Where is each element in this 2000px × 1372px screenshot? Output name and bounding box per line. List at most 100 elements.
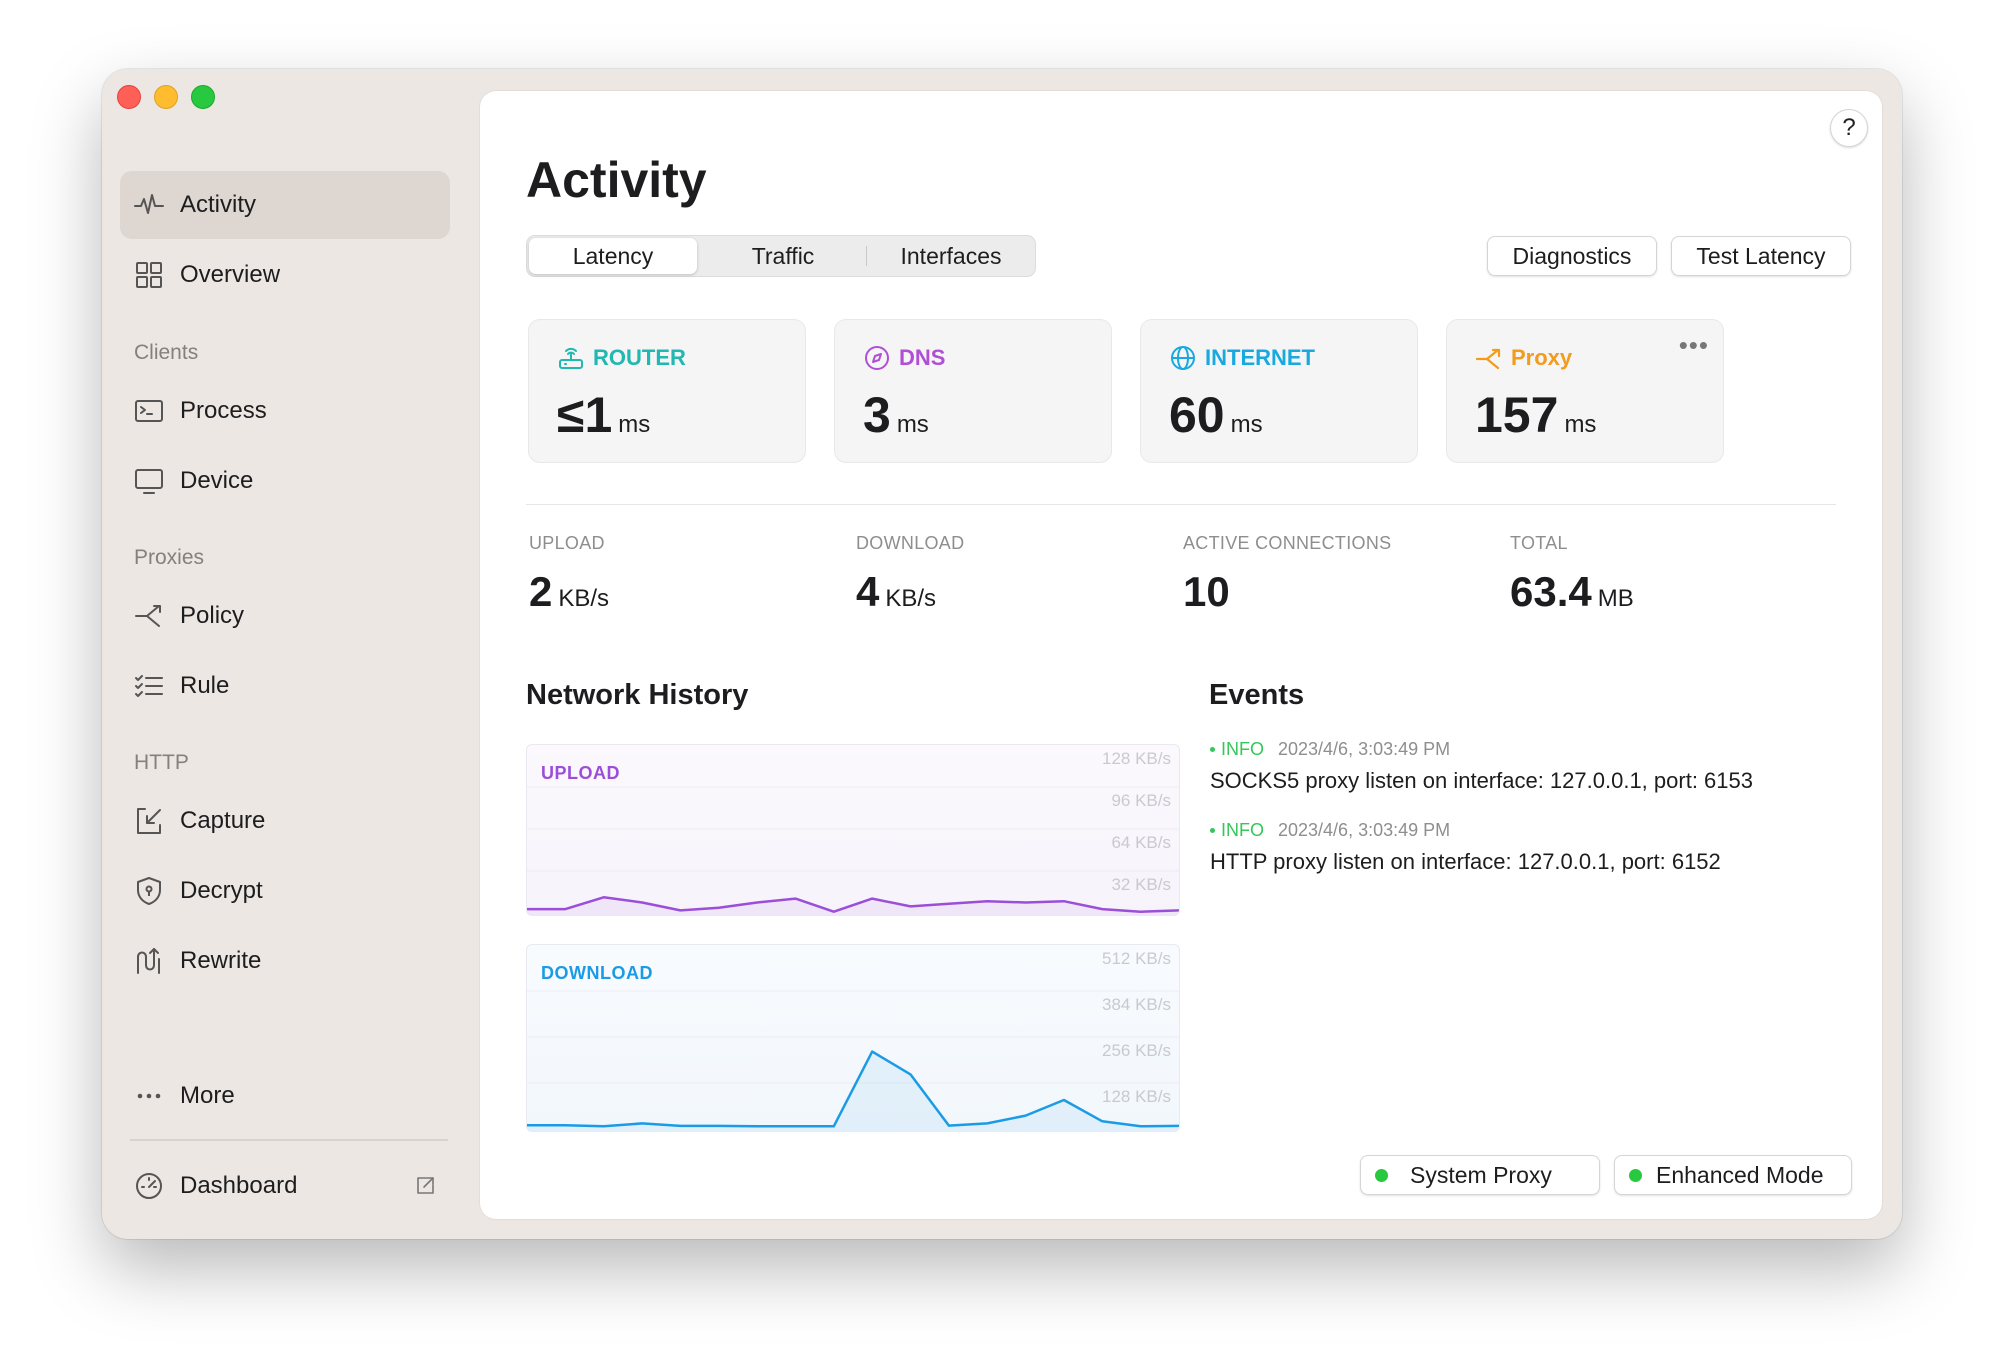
stat-value: 63.4 MB (1510, 568, 1634, 616)
download-chart-plot (527, 990, 1179, 1131)
sidebar-item-label: Dashboard (180, 1172, 298, 1199)
stat-label: ACTIVE CONNECTIONS (1183, 533, 1392, 553)
event-time: 2023/4/6, 3:03:49 PM (1278, 820, 1451, 840)
sidebar-divider (130, 1139, 448, 1141)
latency-label: Proxy (1511, 345, 1573, 370)
stat-active-connections: ACTIVE CONNECTIONS 10 (1183, 533, 1391, 616)
y-tick-label: 96 KB/s (1111, 791, 1171, 810)
capture-icon (132, 804, 166, 838)
stat-number: 63.4 (1510, 568, 1592, 615)
toggle-label: Enhanced Mode (1656, 1161, 1824, 1188)
sidebar-item-label: Overview (180, 261, 281, 288)
section-label-clients: Clients (134, 341, 199, 364)
section-label-proxies: Proxies (134, 546, 205, 569)
event-level: INFO (1221, 739, 1264, 759)
latency-card-dns[interactable]: DNS 3 ms (834, 319, 1112, 463)
upload-chart-plot (527, 786, 1179, 915)
sidebar-item-label: Device (180, 467, 254, 494)
latency-card-internet[interactable]: INTERNET 60 ms (1140, 319, 1418, 463)
minimize-window-button[interactable] (154, 85, 178, 109)
stat-value: 2 KB/s (529, 568, 609, 616)
sidebar-item-device[interactable]: Device (120, 447, 450, 515)
activity-icon (132, 188, 166, 222)
status-dot (1629, 1168, 1642, 1182)
latency-unit: ms (1230, 411, 1263, 438)
help-button[interactable]: ? (1830, 109, 1868, 147)
grid-icon (132, 258, 166, 292)
gauge-icon (132, 1169, 166, 1203)
sidebar-item-activity[interactable]: Activity (120, 171, 450, 239)
latency-label: ROUTER (593, 345, 686, 370)
external-link-icon[interactable] (414, 1175, 436, 1197)
page-title: Activity (526, 152, 707, 208)
tab-separator (866, 246, 867, 266)
latency-value: ≤1 ms (557, 386, 650, 444)
stat-total: TOTAL 63.4 MB (1510, 533, 1634, 616)
sidebar-item-rule[interactable]: Rule (120, 652, 450, 720)
close-window-button[interactable] (117, 85, 141, 109)
latency-card-header: INTERNET (1169, 344, 1315, 372)
status-dot (1210, 828, 1215, 833)
latency-number: 3 (863, 387, 891, 443)
event-item: INFO 2023/4/6, 3:03:49 PM SOCKS5 proxy l… (1210, 739, 1753, 794)
tab-interfaces[interactable]: Interfaces (900, 242, 1002, 269)
test-latency-button[interactable]: Test Latency (1671, 236, 1851, 276)
main-panel: ? Activity Latency Traffic Interfaces Di… (480, 91, 1882, 1219)
latency-card-header: DNS (863, 344, 945, 372)
stat-unit: MB (1597, 585, 1634, 612)
shield-icon (132, 874, 166, 908)
sidebar-item-capture[interactable]: Capture (120, 787, 450, 855)
status-dot (1375, 1168, 1388, 1182)
sidebar-item-label: Decrypt (180, 877, 263, 904)
app-window: Activity Overview Clients Process Device… (102, 69, 1902, 1239)
sidebar-item-rewrite[interactable]: Rewrite (120, 927, 450, 995)
more-options-icon[interactable]: ••• (1678, 330, 1709, 360)
status-dot (1210, 747, 1215, 752)
series-line (527, 896, 1179, 913)
latency-number: 157 (1475, 387, 1559, 443)
branch-arrow-icon (1475, 348, 1501, 370)
stat-value: 10 (1183, 568, 1391, 616)
sidebar-item-dashboard[interactable]: Dashboard (120, 1152, 450, 1220)
tab-traffic[interactable]: Traffic (699, 236, 867, 276)
chart-label: DOWNLOAD (541, 963, 653, 983)
tab-bar: Latency Traffic Interfaces (526, 235, 1036, 277)
sidebar-item-policy[interactable]: Policy (120, 582, 450, 650)
latency-card-header: Proxy (1475, 344, 1572, 372)
branch-arrow-icon (132, 599, 166, 633)
stat-number: 2 (529, 568, 553, 615)
sidebar-item-label: Capture (180, 807, 266, 834)
latency-value: 3 ms (863, 386, 929, 444)
ellipsis-icon (132, 1079, 166, 1113)
rewrite-arrows-icon (132, 944, 166, 978)
compass-icon (865, 346, 889, 370)
sidebar-item-more[interactable]: More (120, 1062, 450, 1130)
stat-download: DOWNLOAD 4 KB/s (856, 533, 964, 616)
stat-number: 4 (856, 568, 880, 615)
y-tick-label: 128 KB/s (1102, 749, 1171, 768)
sidebar-item-process[interactable]: Process (120, 377, 450, 445)
event-message: SOCKS5 proxy listen on interface: 127.0.… (1210, 768, 1753, 793)
monitor-icon (132, 464, 166, 498)
latency-value: 60 ms (1169, 386, 1263, 444)
enhanced-mode-toggle[interactable]: Enhanced Mode (1614, 1155, 1852, 1195)
chart-label: UPLOAD (541, 763, 620, 783)
sidebar: Activity Overview Clients Process Device… (102, 69, 472, 1239)
zoom-window-button[interactable] (191, 85, 215, 109)
latency-value: 157 ms (1475, 386, 1596, 444)
latency-card-router[interactable]: ROUTER ≤1 ms (528, 319, 806, 463)
terminal-icon (132, 394, 166, 428)
section-divider (526, 504, 1836, 505)
stat-unit: KB/s (558, 585, 610, 612)
system-proxy-toggle[interactable]: System Proxy (1360, 1155, 1600, 1195)
stat-label: DOWNLOAD (856, 533, 965, 553)
sidebar-item-decrypt[interactable]: Decrypt (120, 857, 450, 925)
y-tick-label: 128 KB/s (1102, 1087, 1171, 1106)
diagnostics-button[interactable]: Diagnostics (1487, 236, 1657, 276)
stat-number: 10 (1183, 568, 1230, 615)
latency-card-proxy[interactable]: ••• Proxy 157 ms (1446, 319, 1724, 463)
event-level: INFO (1221, 820, 1264, 840)
sidebar-item-overview[interactable]: Overview (120, 241, 450, 309)
y-tick-label: 512 KB/s (1102, 949, 1171, 968)
tab-latency[interactable]: Latency (529, 238, 697, 274)
